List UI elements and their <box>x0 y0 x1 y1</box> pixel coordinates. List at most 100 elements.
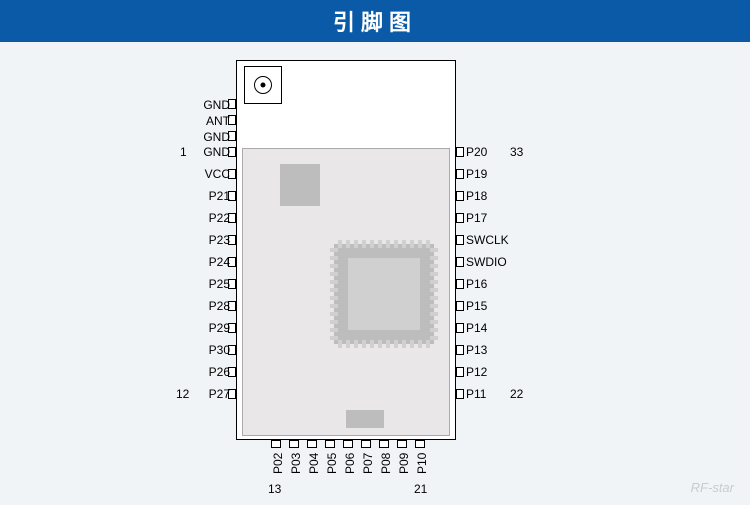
bottom-pin-5: P07 <box>361 453 375 474</box>
qfn-pin <box>402 240 406 248</box>
castellation <box>271 440 281 448</box>
qfn-pin <box>330 328 338 332</box>
pin-range-21: 21 <box>414 482 427 496</box>
castellation <box>456 389 464 399</box>
qfn-pin <box>330 296 338 300</box>
left-pin-10: P26 <box>196 365 230 379</box>
qfn-pin <box>430 280 438 284</box>
qfn-pin <box>430 272 438 276</box>
qfn-pin <box>418 240 422 248</box>
qfn-pin <box>346 240 350 248</box>
qfn-pin <box>338 240 342 248</box>
right-pin-3: P17 <box>466 211 487 225</box>
qfn-pin <box>430 264 438 268</box>
watermark: RF-star <box>691 480 734 495</box>
bottom-pin-7: P09 <box>397 453 411 474</box>
title-text: 引脚图 <box>333 5 417 37</box>
qfn-pin <box>378 340 382 348</box>
right-pin-9: P13 <box>466 343 487 357</box>
pin-range-13: 13 <box>268 482 281 496</box>
bottom-pin-1: P03 <box>289 453 303 474</box>
qfn-pin <box>370 240 374 248</box>
top-label-1: ANT <box>196 114 230 128</box>
qfn-pin <box>370 340 374 348</box>
qfn-pin <box>430 312 438 316</box>
castellation <box>456 257 464 267</box>
right-pin-8: P14 <box>466 321 487 335</box>
ic-small-bottom <box>346 410 384 428</box>
qfn-pin <box>354 340 358 348</box>
castellation <box>456 213 464 223</box>
left-pin-6: P25 <box>196 277 230 291</box>
qfn-pin <box>430 296 438 300</box>
pin-range-33: 33 <box>510 145 523 159</box>
canvas: 引脚图 GNDANTGNDGNDVCCP21P22P23P24P25P28P29… <box>0 0 750 505</box>
right-pin-7: P15 <box>466 299 487 313</box>
qfn-pin <box>354 240 358 248</box>
castellation <box>307 440 317 448</box>
castellation <box>325 440 335 448</box>
qfn-pin <box>430 320 438 324</box>
left-pin-5: P24 <box>196 255 230 269</box>
qfn-pin <box>330 304 338 308</box>
antenna-dot-icon <box>261 83 266 88</box>
qfn-pin <box>330 280 338 284</box>
left-pin-11: P27 <box>196 387 230 401</box>
ic-small-top <box>280 164 320 206</box>
castellation <box>456 301 464 311</box>
bottom-pin-0: P02 <box>271 453 285 474</box>
qfn-pin <box>430 248 438 252</box>
qfn-pin <box>330 336 338 340</box>
castellation <box>456 279 464 289</box>
qfn-pin <box>386 240 390 248</box>
qfn-pin <box>330 248 338 252</box>
qfn-pin <box>426 240 430 248</box>
castellation <box>343 440 353 448</box>
qfn-pin <box>330 272 338 276</box>
left-pin-1: VCC <box>196 167 230 181</box>
qfn-pin <box>330 256 338 260</box>
left-pin-0: GND <box>196 145 230 159</box>
qfn-pin <box>362 240 366 248</box>
bottom-pin-8: P10 <box>415 453 429 474</box>
castellation <box>456 147 464 157</box>
castellation <box>456 169 464 179</box>
qfn-pin <box>362 340 366 348</box>
qfn-pin <box>330 320 338 324</box>
right-pin-4: SWCLK <box>466 233 509 247</box>
qfn-pin <box>346 340 350 348</box>
qfn-pin <box>430 304 438 308</box>
title-bar: 引脚图 <box>0 0 750 42</box>
pin-range-22: 22 <box>510 387 523 401</box>
pin-range-12: 12 <box>176 387 189 401</box>
right-pin-6: P16 <box>466 277 487 291</box>
left-pin-8: P29 <box>196 321 230 335</box>
castellation <box>379 440 389 448</box>
bottom-pin-6: P08 <box>379 453 393 474</box>
right-pin-10: P12 <box>466 365 487 379</box>
qfn-pin <box>386 340 390 348</box>
castellation <box>397 440 407 448</box>
qfn-pin <box>410 240 414 248</box>
qfn-pin <box>378 240 382 248</box>
qfn-pin <box>394 240 398 248</box>
castellation <box>456 235 464 245</box>
left-pin-9: P30 <box>196 343 230 357</box>
left-pin-4: P23 <box>196 233 230 247</box>
qfn-pin <box>330 288 338 292</box>
qfn-pin <box>330 264 338 268</box>
castellation <box>289 440 299 448</box>
castellation <box>456 191 464 201</box>
pin-range-1: 1 <box>180 145 187 159</box>
bottom-pin-4: P06 <box>343 453 357 474</box>
right-pin-1: P19 <box>466 167 487 181</box>
qfn-pin <box>402 340 406 348</box>
bottom-pin-2: P04 <box>307 453 321 474</box>
castellation <box>415 440 425 448</box>
qfn-pin <box>430 328 438 332</box>
castellation <box>456 323 464 333</box>
qfn-pin <box>430 256 438 260</box>
qfn-pin <box>394 340 398 348</box>
left-pin-7: P28 <box>196 299 230 313</box>
qfn-pin <box>426 340 430 348</box>
